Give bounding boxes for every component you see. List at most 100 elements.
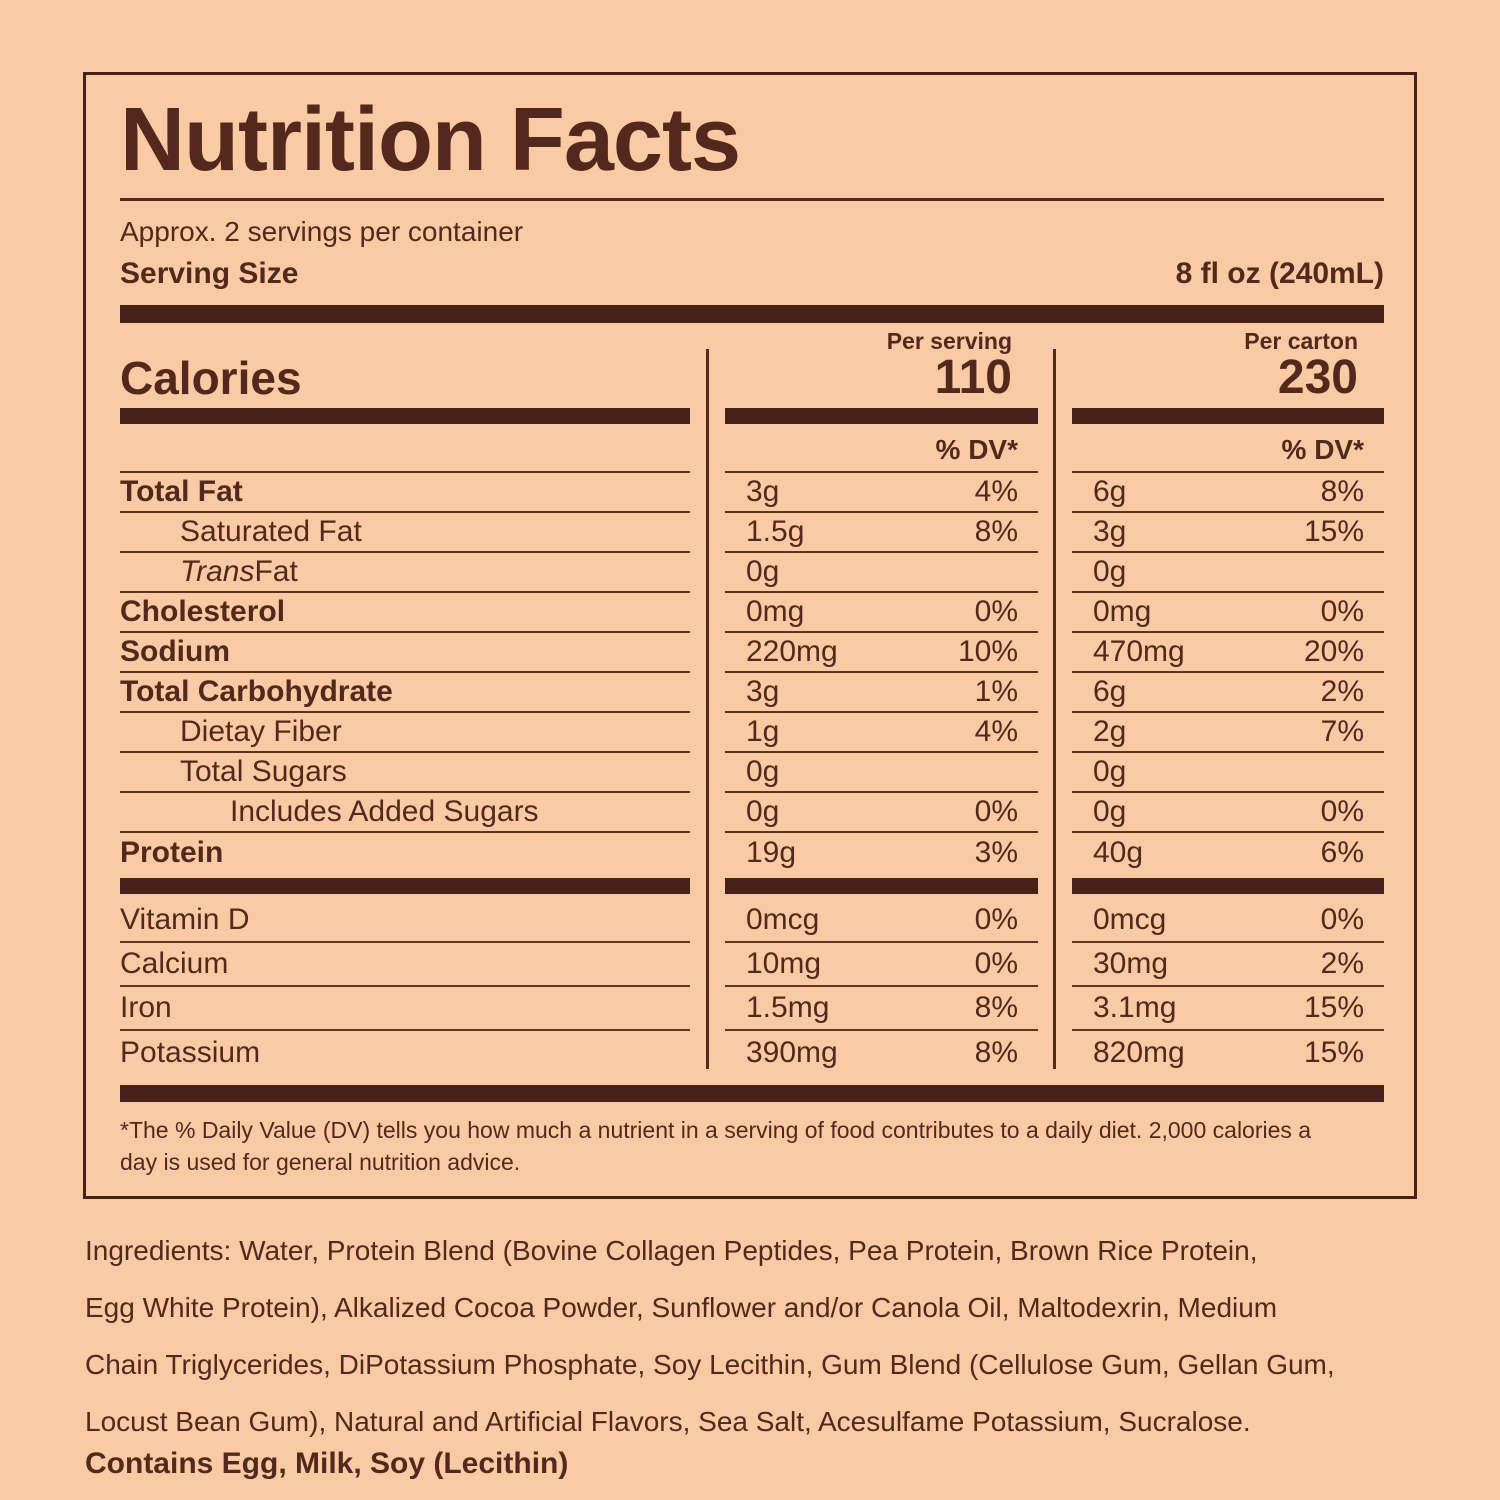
per-carton-calories-value: 230 <box>1277 350 1358 404</box>
per-carton-dv: 15% <box>1303 514 1364 548</box>
per-serving-value-cell: 3g 1% <box>725 673 1038 713</box>
bar-cell <box>120 877 690 894</box>
micronutrient-rows: Vitamin D 0mcg 0% 0mcg 0% Calcium 10mg 0% 30mg 2%… <box>120 899 1384 1075</box>
nutrient-label: Vitamin D <box>120 899 690 943</box>
per-carton-amount: 3.1mg <box>1093 990 1177 1024</box>
page-title: Nutrition Facts <box>120 90 741 190</box>
thick-bar <box>725 877 1038 894</box>
per-carton-value-cell: 0g <box>1072 753 1384 793</box>
nutrient-label: Dietay Fiber <box>120 713 690 753</box>
per-carton-value-cell: 2g 7% <box>1072 713 1384 753</box>
calories-label: Calories <box>120 351 302 404</box>
per-serving-amount: 1.5mg <box>746 990 830 1024</box>
table-row: Total Sugars 0g 0g <box>120 753 1384 793</box>
per-carton-dv: 0% <box>1320 794 1364 828</box>
per-serving-dv: 3% <box>974 835 1018 869</box>
per-serving-amount: 390mg <box>746 1035 838 1069</box>
thick-divider-bar-bottom <box>120 1084 1384 1102</box>
per-carton-calories-cell: Per carton 230 <box>1072 323 1384 403</box>
nutrient-label: Total Fat <box>120 473 690 513</box>
thick-bar <box>120 407 690 424</box>
per-carton-value-cell: 3.1mg 15% <box>1072 987 1384 1031</box>
per-serving-amount: 0mcg <box>746 902 820 936</box>
table-row: Saturated Fat 1.5g 8% 3g 15% <box>120 513 1384 553</box>
per-carton-dv: 2% <box>1320 946 1364 980</box>
per-serving-dv: 4% <box>974 714 1018 748</box>
per-serving-calories-value: 110 <box>934 350 1012 404</box>
per-carton-value-cell: 0mg 0% <box>1072 593 1384 633</box>
per-carton-amount: 6g <box>1093 474 1127 508</box>
per-carton-amount: 3g <box>1093 514 1127 548</box>
table-row: Total Fat 3g 4% 6g 8% <box>120 473 1384 513</box>
table-row: Includes Added Sugars 0g 0% 0g 0% <box>120 793 1384 833</box>
per-carton-value-cell: 40g 6% <box>1072 833 1384 873</box>
nutrition-table: Calories Per serving 110 Per carton 230 <box>120 323 1384 1075</box>
per-carton-amount: 30mg <box>1093 946 1169 980</box>
per-carton-value-cell: 0g <box>1072 553 1384 593</box>
nutrient-label: Potassium <box>120 1035 261 1069</box>
nutrient-label: Sodium <box>120 633 690 673</box>
table-row: Protein 19g 3% 40g 6% <box>120 833 1384 873</box>
per-serving-amount: 19g <box>746 835 797 869</box>
per-serving-value-cell: 3g 4% <box>725 473 1038 513</box>
per-serving-dv: 1% <box>974 674 1018 708</box>
per-serving-value-cell: 1.5mg 8% <box>725 987 1038 1031</box>
per-serving-dv: 0% <box>974 794 1018 828</box>
per-serving-value-cell: 19g 3% <box>725 833 1038 873</box>
per-carton-amount: 0g <box>1093 794 1127 828</box>
per-carton-dv: 8% <box>1320 474 1364 508</box>
per-serving-dv: 0% <box>974 594 1018 628</box>
contains-statement: Contains Egg, Milk, Soy (Lecithin) <box>85 1447 569 1480</box>
per-serving-value-cell: 220mg 10% <box>725 633 1038 673</box>
column-divider-line <box>1053 348 1056 1069</box>
table-row: Iron 1.5mg 8% 3.1mg 15% <box>120 987 1384 1031</box>
nutrient-label: Total Carbohydrate <box>120 673 690 713</box>
per-carton-amount: 0mg <box>1093 594 1152 628</box>
per-carton-amount: 40g <box>1093 835 1144 869</box>
ingredients-line: Chain Triglycerides, DiPotassium Phospha… <box>85 1349 1335 1380</box>
per-serving-value-cell: 0mg 0% <box>725 593 1038 633</box>
per-carton-amount: 820mg <box>1093 1035 1185 1069</box>
bar-cell <box>725 877 1038 894</box>
per-serving-dv: 8% <box>974 514 1018 548</box>
table-row: Cholesterol 0mg 0% 0mg 0% <box>120 593 1384 633</box>
per-serving-amount: 0mg <box>746 594 805 628</box>
thick-divider-bar-top <box>120 304 1384 323</box>
per-serving-value-cell: 0g 0% <box>725 793 1038 833</box>
per-carton-dv: 0% <box>1320 902 1364 936</box>
ingredients-line: Egg White Protein), Alkalized Cocoa Powd… <box>85 1292 1278 1323</box>
per-carton-dv: 6% <box>1320 835 1364 869</box>
thick-bar <box>120 877 690 894</box>
calories-row: Calories Per serving 110 Per carton 230 <box>120 323 1384 403</box>
per-carton-value-cell: 0mcg 0% <box>1072 899 1384 943</box>
thick-bar <box>1072 877 1384 894</box>
footnote-line: day is used for general nutrition advice… <box>120 1148 521 1175</box>
calories-label-cell: Calories <box>120 323 690 403</box>
per-carton-amount: 0g <box>1093 554 1127 588</box>
per-serving-value-cell: 390mg 8% <box>725 1031 1038 1075</box>
per-serving-amount: 3g <box>746 674 780 708</box>
thick-divider-bars <box>120 403 1384 429</box>
per-serving-amount: 0g <box>746 754 780 788</box>
daily-value-header-row: % DV* % DV* <box>120 429 1384 473</box>
per-serving-dv: 10% <box>957 634 1018 668</box>
per-carton-amount: 6g <box>1093 674 1127 708</box>
per-serving-value-cell: 0mcg 0% <box>725 899 1038 943</box>
per-carton-header: Per carton <box>1244 327 1358 354</box>
per-carton-value-cell: 0g 0% <box>1072 793 1384 833</box>
bar-cell <box>120 407 690 424</box>
nutrition-facts-panel: Nutrition Facts Approx. 2 servings per c… <box>83 72 1417 1199</box>
per-serving-amount: 0g <box>746 554 780 588</box>
per-carton-value-cell: 6g 2% <box>1072 673 1384 713</box>
per-serving-amount: 10mg <box>746 946 822 980</box>
per-serving-amount: 220mg <box>746 634 838 668</box>
italic-label-part: Trans <box>180 554 255 588</box>
nutrient-rows: Total Fat 3g 4% 6g 8% Saturated Fat 1.5g 8% 3g 15… <box>120 473 1384 873</box>
per-carton-value-cell: 820mg 15% <box>1072 1031 1384 1075</box>
ingredients-text: Ingredients: Water, Protein Blend (Bovin… <box>85 1222 1335 1450</box>
nutrient-label: Includes Added Sugars <box>120 793 690 833</box>
per-serving-dv: 8% <box>974 990 1018 1024</box>
per-serving-dv: 4% <box>974 474 1018 508</box>
table-row: Potassium 390mg 8% 820mg 15% <box>120 1031 1384 1075</box>
